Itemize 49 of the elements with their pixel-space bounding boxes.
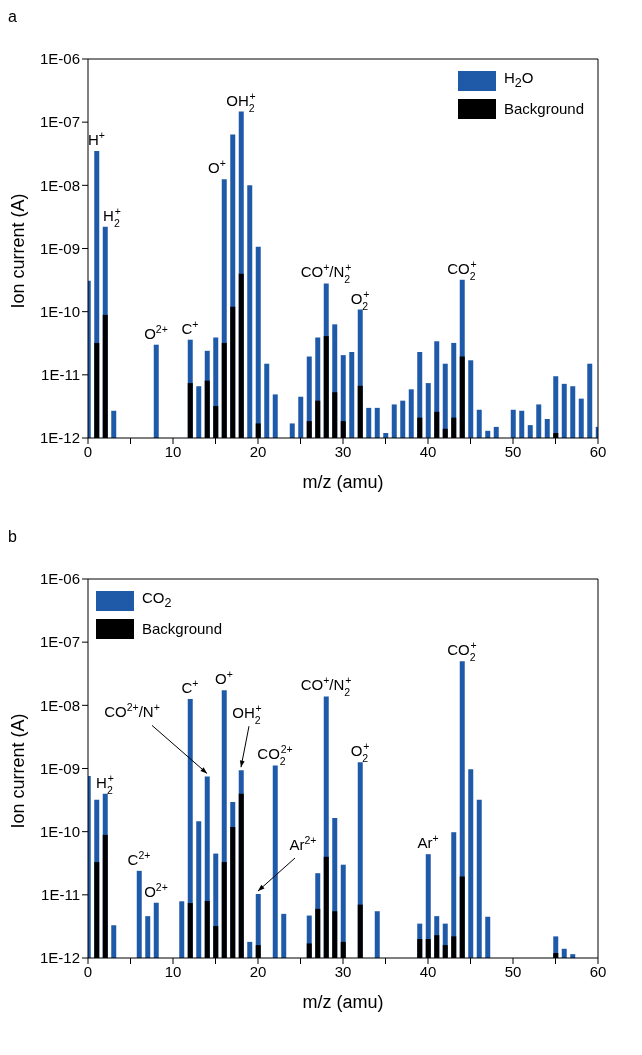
y-tick-label: 1E-12 bbox=[39, 429, 80, 447]
annotation: Ar$^{+}$ bbox=[417, 832, 439, 852]
chart-title: b bbox=[8, 528, 17, 546]
x-tick-label: 20 bbox=[249, 442, 267, 460]
x-tick-label: 20 bbox=[249, 962, 267, 980]
x-tick-label: 40 bbox=[419, 962, 437, 980]
y-tick-label: 1E-06 bbox=[39, 50, 80, 68]
annotation: H$^{+}$ bbox=[88, 128, 105, 148]
x-tick-label: 30 bbox=[334, 962, 352, 980]
legend-label: Background bbox=[504, 99, 585, 119]
annotation: O$^{+}$ bbox=[208, 157, 226, 177]
y-tick-label: 1E-11 bbox=[41, 886, 80, 904]
y-axis-title: Ion current (A) bbox=[8, 193, 29, 309]
x-tick-label: 60 bbox=[589, 442, 607, 460]
y-axis-title: Ion current (A) bbox=[8, 713, 29, 829]
annotation: C$^{+}$ bbox=[181, 676, 199, 696]
y-tick-label: 1E-08 bbox=[39, 176, 80, 194]
y-tick-label: 1E-11 bbox=[41, 366, 80, 384]
x-tick-label: 0 bbox=[83, 962, 93, 980]
y-tick-label: 1E-09 bbox=[39, 759, 80, 777]
x-tick-label: 50 bbox=[504, 962, 522, 980]
x-axis-title: m/z (amu) bbox=[302, 992, 384, 1012]
chart-title: a bbox=[8, 8, 17, 26]
x-tick-label: 40 bbox=[419, 442, 437, 460]
y-tick-label: 1E-06 bbox=[39, 570, 80, 588]
annotation: O$^{2+}$ bbox=[144, 880, 168, 900]
annotation: Ar$^{2+}$ bbox=[289, 834, 317, 854]
annotation: CO$^{2+}$/N$^{+}$ bbox=[104, 701, 160, 721]
y-tick-label: 1E-07 bbox=[39, 113, 80, 131]
x-tick-label: 60 bbox=[589, 962, 607, 980]
annotation: C$^{+}$ bbox=[181, 317, 199, 337]
annotation: C$^{2+}$ bbox=[127, 848, 151, 868]
x-tick-label: 0 bbox=[83, 442, 93, 460]
legend-label: H$_{2}$O bbox=[504, 68, 534, 92]
annotation: O$^{2+}$ bbox=[144, 322, 168, 342]
x-tick-label: 50 bbox=[504, 442, 522, 460]
legend-label: Background bbox=[142, 619, 223, 639]
legend-label: CO$_{2}$ bbox=[142, 588, 172, 612]
y-tick-label: 1E-10 bbox=[39, 302, 80, 320]
y-tick-label: 1E-10 bbox=[39, 822, 80, 840]
y-tick-label: 1E-09 bbox=[39, 239, 80, 257]
y-tick-label: 1E-08 bbox=[39, 696, 80, 714]
x-tick-label: 10 bbox=[164, 442, 182, 460]
y-tick-label: 1E-12 bbox=[39, 949, 80, 967]
x-tick-label: 30 bbox=[334, 442, 352, 460]
y-tick-label: 1E-07 bbox=[39, 633, 80, 651]
x-tick-label: 10 bbox=[164, 962, 182, 980]
x-axis-title: m/z (amu) bbox=[302, 472, 384, 492]
annotation: O$^{+}$ bbox=[215, 668, 233, 688]
